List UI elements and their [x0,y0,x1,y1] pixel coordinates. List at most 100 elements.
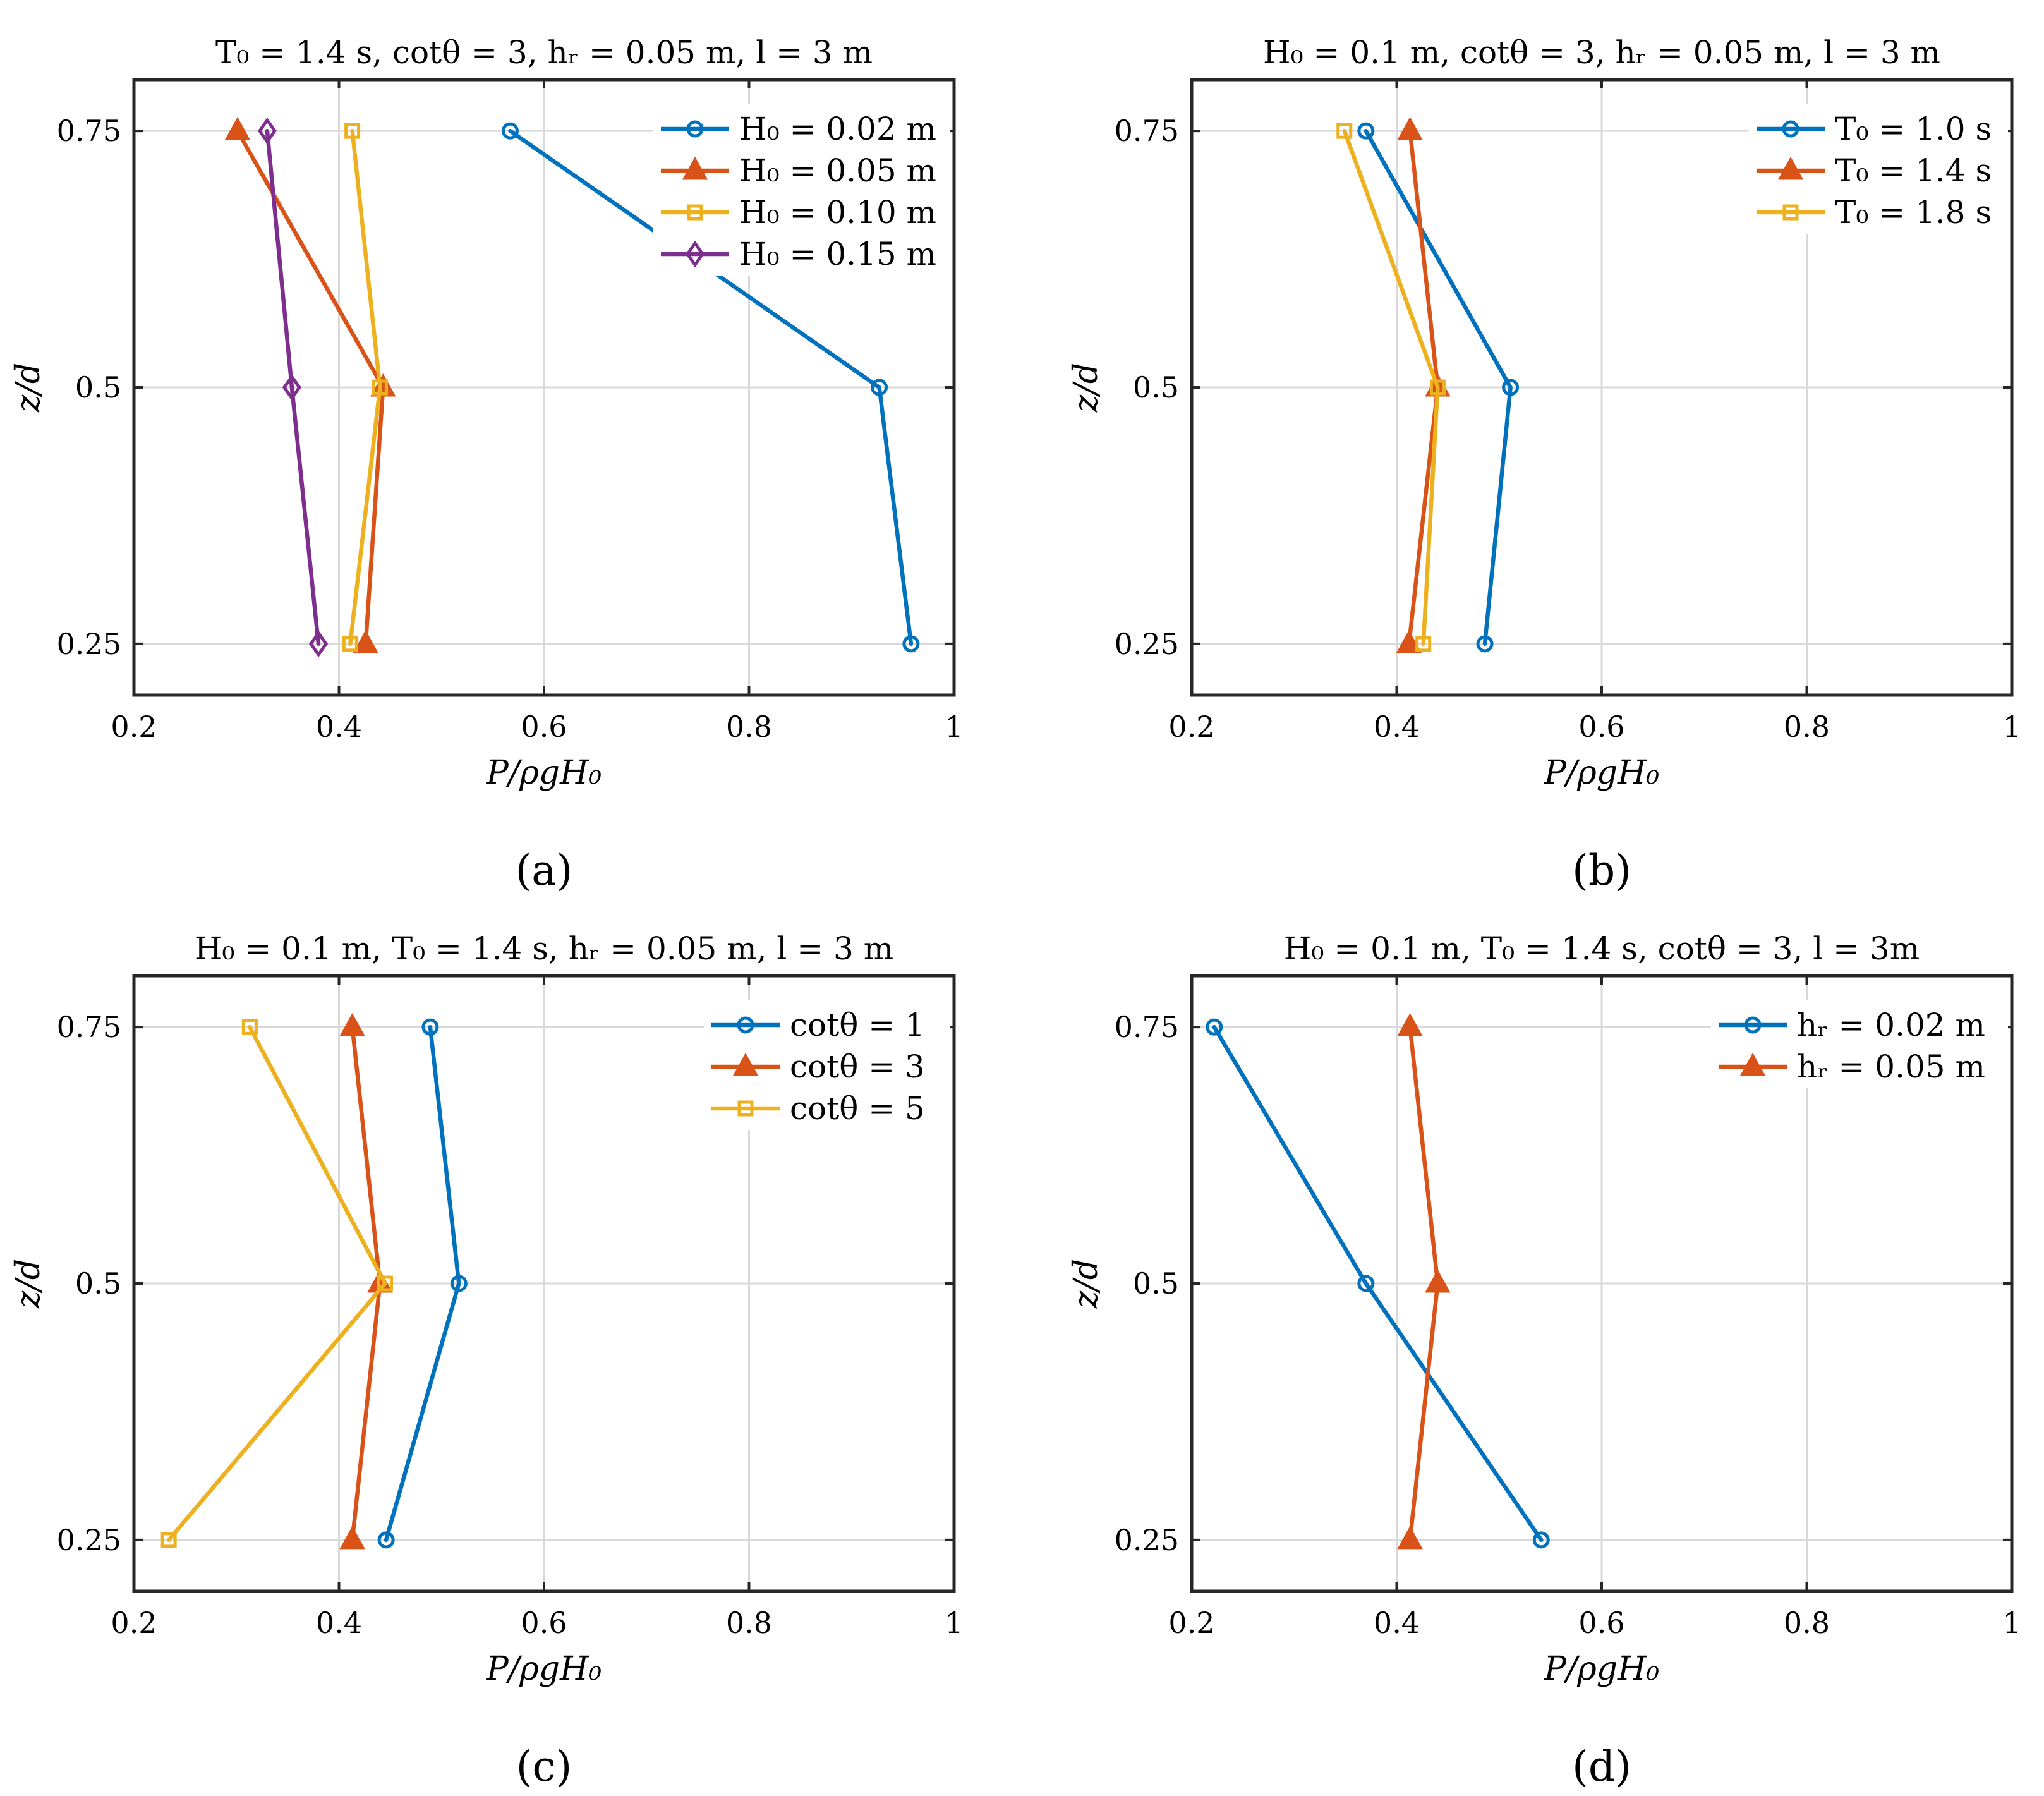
x-tick-label: 1 [945,710,963,744]
legend-label: T₀ = 1.4 s [1835,152,1992,189]
data-point [1397,116,1423,140]
legend-marker [1777,156,1804,180]
x-tick-label: 0.6 [1578,1606,1624,1640]
y-tick-label: 0.25 [1115,627,1179,661]
data-point [342,636,358,652]
y-axis-label: z/d [1067,363,1105,413]
legend-label: T₀ = 1.8 s [1835,194,1992,231]
data-point [1476,635,1494,653]
legend-marker [1744,1016,1762,1034]
data-point [1502,379,1520,396]
data-point [339,1526,365,1550]
y-tick-label: 0.25 [57,627,121,661]
chart-panel-3: 0.2 0.4 0.6 0.8 1 0.25 0.5 0.75 H₀ = 0.1 m, T₀ =… [9,930,964,1791]
legend-marker [685,240,705,268]
x-tick-label: 0.6 [521,1606,567,1640]
data-point [1397,1526,1423,1550]
y-tick-label: 0.75 [1115,1010,1179,1044]
y-tick-label: 0.5 [75,370,121,404]
data-point [257,117,277,145]
y-tick-label: 0.75 [1115,114,1179,148]
legend-marker [682,156,708,180]
panel-title: H₀ = 0.1 m, T₀ = 1.4 s, cotθ = 3, l = 3m [1284,930,1920,967]
series-1 [1357,122,1520,653]
data-point [377,1531,395,1549]
legend-label: cotθ = 1 [790,1007,925,1043]
data-point [1415,636,1432,652]
legend-marker [687,204,703,221]
data-point [282,373,301,401]
legend-label: H₀ = 0.05 m [739,152,936,189]
legend-marker [1739,1052,1766,1076]
data-point [241,1019,258,1035]
data-point [1357,122,1375,140]
legend-label: H₀ = 0.10 m [739,194,936,231]
legend-label: H₀ = 0.02 m [739,111,936,147]
data-point [1425,1269,1451,1293]
x-tick-label: 0.2 [1168,710,1214,744]
data-point [1397,1012,1423,1036]
panel-caption: (b) [1572,846,1631,895]
chart-panel-2: 0.2 0.4 0.6 0.8 1 0.25 0.5 0.75 H₀ = 0.1 m, cotθ… [1067,34,2021,895]
series-4 [257,117,329,658]
data-point [501,122,519,140]
series-2 [1397,1012,1451,1550]
legend-label: T₀ = 1.0 s [1835,111,1992,147]
legend-marker [1782,120,1799,138]
panel-title: H₀ = 0.1 m, T₀ = 1.4 s, hᵣ = 0.05 m, l =… [195,930,893,967]
data-point [1336,123,1353,139]
panel-caption: (d) [1572,1742,1631,1791]
data-point [377,1275,394,1292]
x-tick-label: 0.8 [1784,710,1830,744]
x-tick-label: 0.4 [316,1606,362,1640]
legend-label: cotθ = 5 [790,1090,925,1127]
series-line [265,128,321,646]
x-tick-label: 0.6 [521,710,567,744]
legend-marker [686,120,704,138]
legend-marker [737,1100,754,1117]
series-line [166,1024,387,1543]
x-axis-label: P/ρgH₀ [486,754,602,792]
panel-title: H₀ = 0.1 m, cotθ = 3, hᵣ = 0.05 m, l = 3… [1263,34,1940,71]
data-point [421,1018,439,1036]
data-point [353,629,378,653]
x-tick-label: 0.8 [726,1606,772,1640]
series-3 [342,123,388,652]
legend: T₀ = 1.0 s T₀ = 1.4 s T₀ = 1.8 s [1749,104,2008,234]
data-point [224,116,251,140]
x-axis-label: P/ρgH₀ [486,1650,602,1688]
data-point [902,635,920,653]
legend-label: cotθ = 3 [790,1048,925,1085]
x-tick-label: 0.8 [1784,1606,1830,1640]
legend-marker [737,1016,754,1034]
x-tick-label: 0.4 [1374,710,1420,744]
y-tick-label: 0.5 [1133,370,1179,404]
y-tick-label: 0.75 [57,114,121,148]
y-axis-label: z/d [1067,1259,1105,1309]
data-point [308,630,329,658]
x-tick-label: 0.2 [111,1606,157,1640]
x-tick-label: 1 [2002,710,2021,744]
y-tick-label: 0.25 [1115,1523,1179,1557]
legend-label: H₀ = 0.15 m [739,236,936,272]
data-point [871,379,888,396]
data-point [1357,1275,1375,1292]
x-tick-label: 0.8 [726,710,772,744]
y-axis-label: z/d [9,1259,47,1309]
series-line [384,1024,461,1543]
x-axis-label: P/ρgH₀ [1544,754,1660,792]
x-tick-label: 0.4 [1374,1606,1420,1640]
data-point [344,123,361,139]
x-tick-label: 0.6 [1578,710,1624,744]
y-tick-label: 0.75 [57,1010,121,1044]
data-point [1206,1018,1223,1036]
legend-label: hᵣ = 0.02 m [1797,1007,1985,1043]
legend-label: hᵣ = 0.05 m [1797,1048,1985,1085]
series-1 [377,1018,468,1549]
x-tick-label: 0.2 [111,710,157,744]
data-point [1396,629,1422,653]
legend: cotθ = 1 cotθ = 3 cotθ = 5 [704,1000,950,1130]
series-3 [1336,123,1446,652]
series-1 [501,122,920,653]
